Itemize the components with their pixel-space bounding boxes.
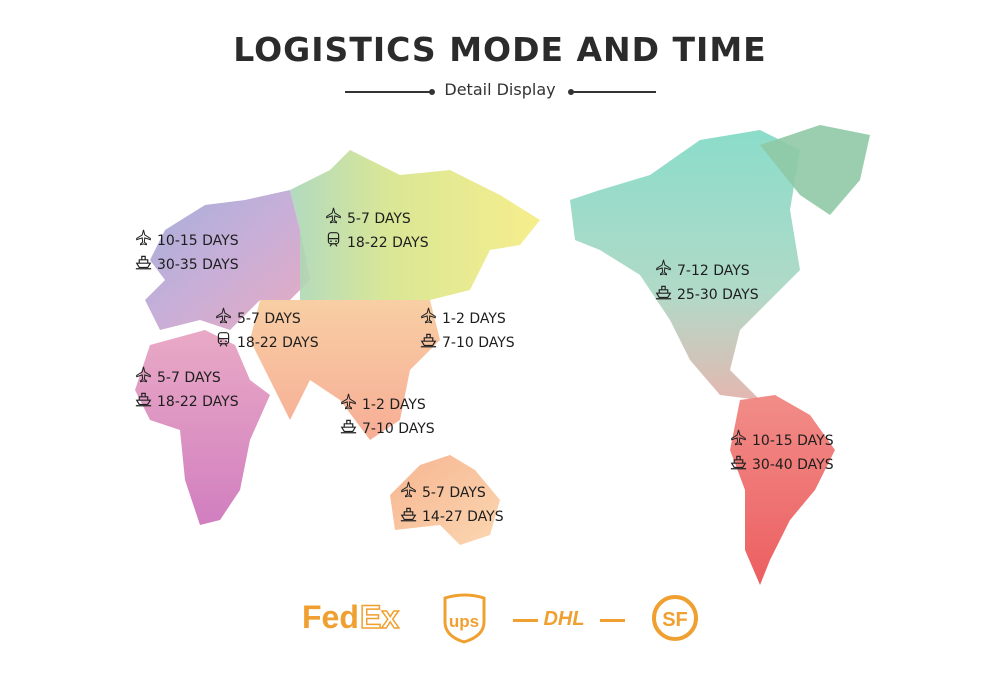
carrier-logos: Fed Ex ups DHL SF	[300, 592, 710, 644]
page-subtitle: Detail Display	[444, 80, 556, 99]
fedex-logo: Fed Ex	[302, 598, 400, 636]
shipping-time-air: 5-7 DAYS	[400, 481, 504, 505]
shipping-time-air: 5-7 DAYS	[135, 366, 239, 390]
region-label-southeast-asia: 1-2 DAYS 7-10 DAYS	[340, 393, 435, 441]
shipping-time-air: 7-12 DAYS	[655, 259, 759, 283]
transit-time: 7-10 DAYS	[442, 335, 515, 351]
continent-europe	[145, 190, 310, 330]
continent-asia	[290, 150, 540, 300]
sf-logo: SF	[652, 595, 698, 641]
transit-time: 25-30 DAYS	[677, 287, 759, 303]
region-label-south-america: 10-15 DAYS 30-40 DAYS	[730, 429, 834, 477]
transit-time: 14-27 DAYS	[422, 509, 504, 525]
shipping-time-sea: 14-27 DAYS	[400, 505, 504, 529]
shipping-time-air: 10-15 DAYS	[135, 229, 239, 253]
dhl-logo: DHL	[513, 608, 625, 630]
airplane-icon	[400, 481, 417, 505]
region-label-africa: 5-7 DAYS 18-22 DAYS	[135, 366, 239, 414]
transit-time: 18-22 DAYS	[237, 335, 319, 351]
continent-north-america	[570, 130, 800, 400]
transit-time: 7-12 DAYS	[677, 263, 750, 279]
shipping-time-air: 1-2 DAYS	[420, 307, 515, 331]
continent-africa	[135, 330, 270, 525]
continent-greenland	[760, 125, 870, 215]
train-icon	[325, 231, 342, 255]
divider-dot-right	[568, 89, 574, 95]
region-label-east-asia: 1-2 DAYS 7-10 DAYS	[420, 307, 515, 355]
transit-time: 5-7 DAYS	[157, 370, 221, 386]
ship-icon	[400, 505, 417, 529]
transit-time: 5-7 DAYS	[347, 211, 411, 227]
ship-icon	[730, 453, 747, 477]
svg-text:Fed: Fed	[302, 599, 359, 635]
divider-dot-left	[429, 89, 435, 95]
transit-time: 18-22 DAYS	[347, 235, 429, 251]
ups-logo: ups	[443, 593, 486, 644]
train-icon	[215, 331, 232, 355]
region-label-australia: 5-7 DAYS 14-27 DAYS	[400, 481, 504, 529]
shipping-time-sea: 7-10 DAYS	[340, 417, 435, 441]
airplane-icon	[730, 429, 747, 453]
shipping-time-sea: 18-22 DAYS	[135, 390, 239, 414]
region-label-north-america: 7-12 DAYS 25-30 DAYS	[655, 259, 759, 307]
shipping-time-rail: 18-22 DAYS	[215, 331, 319, 355]
ship-icon	[420, 331, 437, 355]
region-label-western-europe: 10-15 DAYS 30-35 DAYS	[135, 229, 239, 277]
continent-south-asia	[250, 300, 440, 440]
divider-right	[573, 91, 656, 93]
airplane-icon	[655, 259, 672, 283]
region-label-russia: 5-7 DAYS 18-22 DAYS	[325, 207, 429, 255]
svg-text:SF: SF	[662, 609, 688, 631]
ship-icon	[135, 390, 152, 414]
shipping-time-sea: 7-10 DAYS	[420, 331, 515, 355]
transit-time: 5-7 DAYS	[237, 311, 301, 327]
airplane-icon	[135, 366, 152, 390]
shipping-time-air: 10-15 DAYS	[730, 429, 834, 453]
shipping-time-rail: 18-22 DAYS	[325, 231, 429, 255]
svg-text:ups: ups	[449, 612, 479, 631]
shipping-time-sea: 25-30 DAYS	[655, 283, 759, 307]
airplane-icon	[135, 229, 152, 253]
transit-time: 30-35 DAYS	[157, 257, 239, 273]
shipping-time-air: 1-2 DAYS	[340, 393, 435, 417]
divider-left	[345, 91, 430, 93]
ship-icon	[340, 417, 357, 441]
transit-time: 1-2 DAYS	[362, 397, 426, 413]
shipping-time-sea: 30-40 DAYS	[730, 453, 834, 477]
shipping-time-air: 5-7 DAYS	[215, 307, 319, 331]
continent-south-america	[730, 395, 835, 585]
svg-text:Ex: Ex	[360, 599, 399, 635]
airplane-icon	[420, 307, 437, 331]
svg-text:DHL: DHL	[543, 608, 584, 630]
region-label-central-europe: 5-7 DAYS 18-22 DAYS	[215, 307, 319, 355]
ship-icon	[135, 253, 152, 277]
transit-time: 5-7 DAYS	[422, 485, 486, 501]
transit-time: 10-15 DAYS	[752, 433, 834, 449]
transit-time: 18-22 DAYS	[157, 394, 239, 410]
page-title: LOGISTICS MODE AND TIME	[233, 30, 767, 69]
shipping-time-air: 5-7 DAYS	[325, 207, 429, 231]
transit-time: 1-2 DAYS	[442, 311, 506, 327]
airplane-icon	[215, 307, 232, 331]
transit-time: 7-10 DAYS	[362, 421, 435, 437]
transit-time: 10-15 DAYS	[157, 233, 239, 249]
shipping-time-sea: 30-35 DAYS	[135, 253, 239, 277]
continent-australia	[390, 455, 500, 545]
airplane-icon	[340, 393, 357, 417]
airplane-icon	[325, 207, 342, 231]
ship-icon	[655, 283, 672, 307]
transit-time: 30-40 DAYS	[752, 457, 834, 473]
